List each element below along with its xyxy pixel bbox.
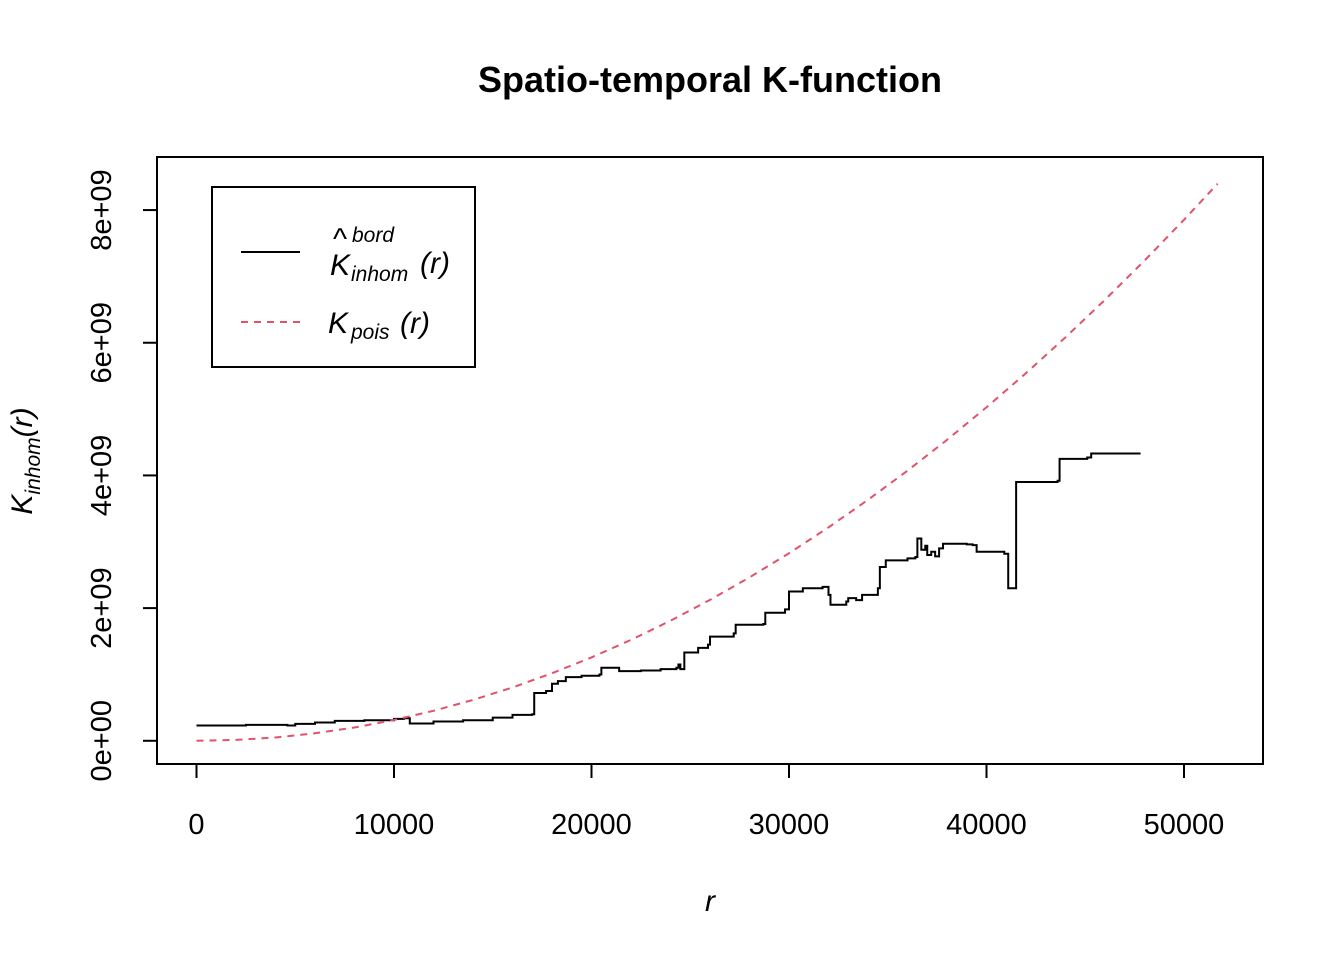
chart-title: Spatio-temporal K-function xyxy=(478,59,942,100)
legend-label-kpois: K pois (r) xyxy=(328,307,430,344)
y-axis-label: Kinhom(r) xyxy=(6,407,45,514)
x-axis-label: r xyxy=(705,885,716,918)
y-axis-label-sub: inhom xyxy=(22,437,45,494)
legend-kinhom-sub: inhom xyxy=(351,263,408,286)
y-axis-label-arg: (r) xyxy=(6,407,39,437)
y-axis-label-main: K xyxy=(6,493,39,515)
x-tick-label: 0 xyxy=(188,809,204,841)
series-line-kinhom-bord xyxy=(196,452,1141,727)
legend-kinhom-hat: ^ xyxy=(333,223,347,256)
x-axis: 0 10000 20000 30000 40000 50000 xyxy=(188,763,1225,841)
svg-text:Kinhom(r): Kinhom(r) xyxy=(6,407,45,514)
legend: K ^ bord inhom (r) K pois (r) xyxy=(211,186,476,368)
x-tick-label: 50000 xyxy=(1144,809,1225,841)
x-tick-label: 10000 xyxy=(354,809,435,841)
x-tick-label: 40000 xyxy=(946,809,1027,841)
legend-kpois-arg: (r) xyxy=(400,307,430,340)
y-tick-label: 0e+00 xyxy=(86,700,118,781)
y-axis: 0e+00 2e+09 4e+09 6e+09 8e+09 xyxy=(86,169,158,782)
series-layer xyxy=(196,183,1219,742)
y-tick-label: 2e+09 xyxy=(86,567,118,648)
legend-kinhom-arg: (r) xyxy=(420,247,450,280)
x-tick-label: 20000 xyxy=(551,809,632,841)
legend-kinhom-sup: bord xyxy=(352,224,395,247)
legend-kinhom-main: K xyxy=(330,249,352,282)
legend-kpois-sub: pois xyxy=(350,321,390,344)
legend-label-kinhom: K ^ bord inhom (r) xyxy=(330,223,450,286)
x-tick-label: 30000 xyxy=(749,809,830,841)
y-tick-label: 4e+09 xyxy=(86,435,118,516)
series-line-kpois xyxy=(196,183,1219,742)
legend-box xyxy=(211,186,476,368)
y-tick-label: 6e+09 xyxy=(86,302,118,383)
legend-kpois-main: K xyxy=(328,307,350,340)
y-tick-label: 8e+09 xyxy=(86,169,118,250)
